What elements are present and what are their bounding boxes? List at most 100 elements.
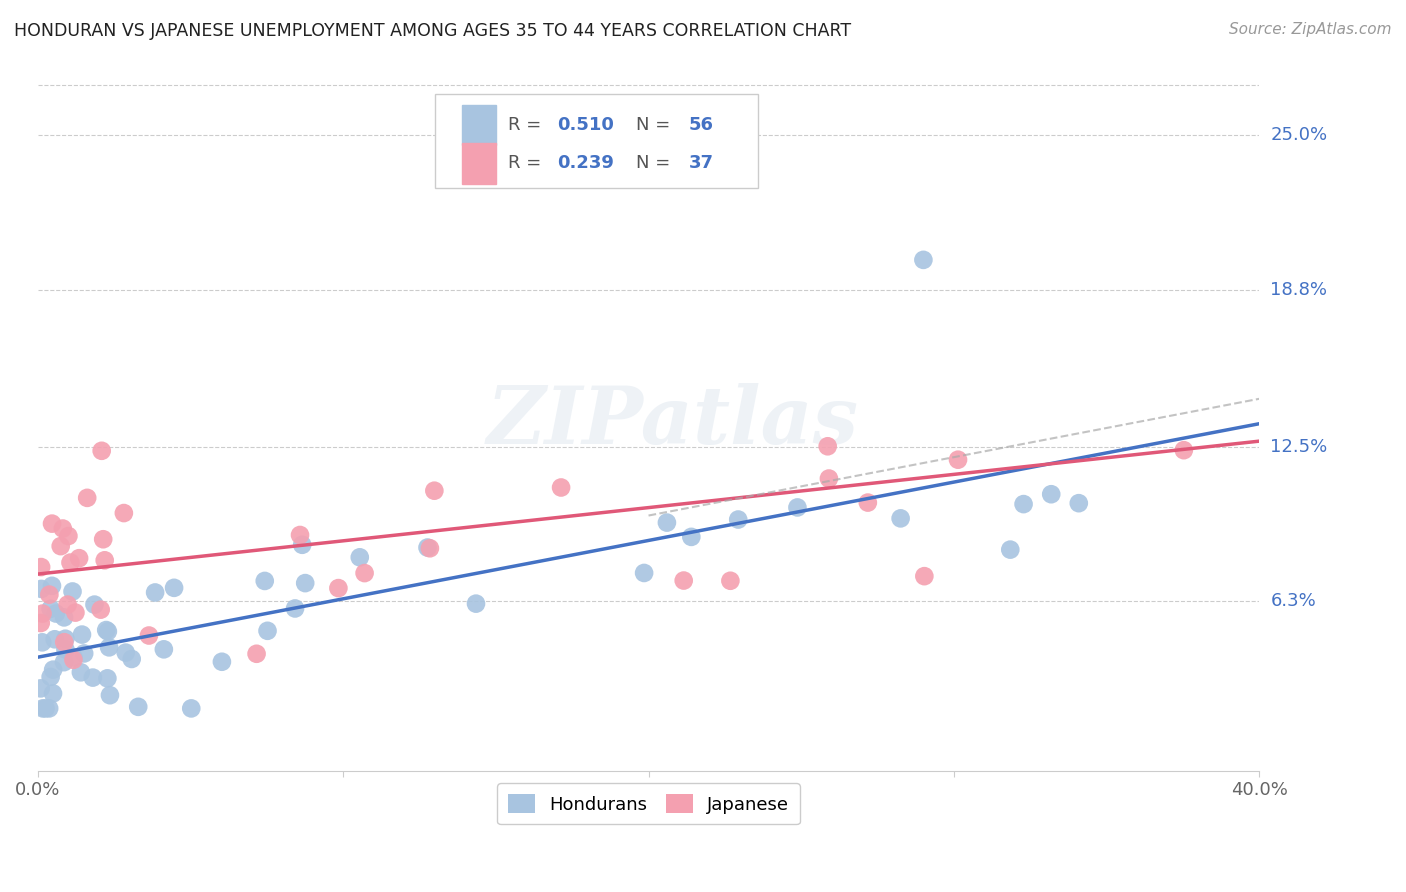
Point	[786, 500, 808, 515]
Point	[912, 252, 935, 267]
Point	[291, 538, 314, 552]
Point	[70, 627, 93, 641]
Point	[31, 607, 53, 621]
Point	[817, 439, 839, 453]
Point	[328, 581, 350, 595]
Point	[1040, 487, 1063, 501]
Text: 25.0%: 25.0%	[1271, 127, 1327, 145]
Point	[53, 610, 76, 624]
Point	[112, 506, 135, 520]
Point	[30, 681, 52, 696]
Point	[818, 471, 841, 485]
Point	[138, 628, 160, 642]
Point	[58, 529, 80, 543]
Point	[284, 601, 307, 615]
Point	[42, 663, 65, 677]
Point	[256, 624, 278, 638]
Point	[294, 576, 316, 591]
Point	[96, 623, 118, 637]
Point	[44, 632, 66, 647]
Point	[52, 655, 75, 669]
Point	[98, 688, 121, 702]
Point	[353, 566, 375, 580]
Point	[83, 598, 105, 612]
Point	[30, 582, 52, 596]
Text: Source: ZipAtlas.com: Source: ZipAtlas.com	[1229, 22, 1392, 37]
Point	[97, 624, 120, 639]
Point	[41, 579, 63, 593]
Point	[34, 701, 56, 715]
Point	[91, 533, 114, 547]
Point	[727, 512, 749, 526]
Point	[56, 598, 79, 612]
FancyBboxPatch shape	[461, 144, 496, 184]
Point	[30, 615, 52, 630]
Text: 6.3%: 6.3%	[1271, 592, 1316, 610]
Point	[681, 530, 703, 544]
Point	[465, 597, 488, 611]
Point	[423, 483, 446, 498]
Point	[655, 516, 678, 530]
Point	[127, 699, 149, 714]
Point	[70, 665, 93, 680]
Text: ZIPatlas: ZIPatlas	[486, 383, 859, 460]
Point	[672, 574, 695, 588]
Point	[1012, 497, 1035, 511]
Point	[49, 539, 72, 553]
FancyBboxPatch shape	[461, 104, 496, 145]
Point	[45, 607, 67, 621]
Text: 18.8%: 18.8%	[1271, 281, 1327, 299]
Point	[62, 653, 84, 667]
Point	[93, 553, 115, 567]
Point	[419, 541, 441, 556]
Point	[82, 671, 104, 685]
Point	[633, 566, 655, 580]
Point	[1067, 496, 1090, 510]
Point	[62, 584, 84, 599]
Point	[90, 602, 112, 616]
Text: N =: N =	[637, 116, 676, 134]
Point	[180, 701, 202, 715]
Point	[349, 550, 371, 565]
Point	[114, 646, 136, 660]
Text: R =: R =	[508, 116, 547, 134]
Point	[890, 511, 912, 525]
Point	[98, 640, 121, 655]
Point	[39, 670, 62, 684]
Point	[96, 671, 118, 685]
Point	[30, 560, 52, 574]
Text: 0.239: 0.239	[557, 154, 614, 172]
Text: HONDURAN VS JAPANESE UNEMPLOYMENT AMONG AGES 35 TO 44 YEARS CORRELATION CHART: HONDURAN VS JAPANESE UNEMPLOYMENT AMONG …	[14, 22, 851, 40]
Point	[53, 635, 76, 649]
Point	[946, 452, 969, 467]
Point	[163, 581, 186, 595]
Point	[62, 650, 84, 665]
Point	[38, 588, 60, 602]
Point	[31, 701, 53, 715]
Text: 0.510: 0.510	[557, 116, 614, 134]
Point	[76, 491, 98, 505]
Point	[718, 574, 741, 588]
Point	[245, 647, 267, 661]
Point	[55, 642, 77, 657]
Point	[52, 522, 75, 536]
Point	[67, 551, 90, 566]
Legend: Hondurans, Japanese: Hondurans, Japanese	[498, 783, 800, 824]
Text: R =: R =	[508, 154, 547, 172]
Point	[416, 541, 439, 555]
Point	[41, 516, 63, 531]
Point	[1173, 443, 1195, 458]
Point	[912, 569, 935, 583]
Point	[38, 701, 60, 715]
Text: 56: 56	[689, 116, 714, 134]
Point	[55, 632, 77, 646]
Point	[253, 574, 276, 588]
Text: 37: 37	[689, 154, 714, 172]
Point	[42, 686, 65, 700]
Point	[31, 635, 53, 649]
Point	[39, 602, 62, 616]
Point	[143, 585, 166, 599]
Point	[550, 481, 572, 495]
Text: 12.5%: 12.5%	[1271, 438, 1327, 456]
Point	[1000, 542, 1022, 557]
